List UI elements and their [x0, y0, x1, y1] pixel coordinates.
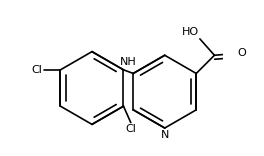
- Text: N: N: [161, 130, 169, 140]
- Text: Cl: Cl: [125, 124, 136, 134]
- Text: O: O: [238, 48, 247, 58]
- Text: Cl: Cl: [31, 65, 42, 75]
- Text: NH: NH: [120, 57, 137, 67]
- Text: HO: HO: [182, 27, 199, 37]
